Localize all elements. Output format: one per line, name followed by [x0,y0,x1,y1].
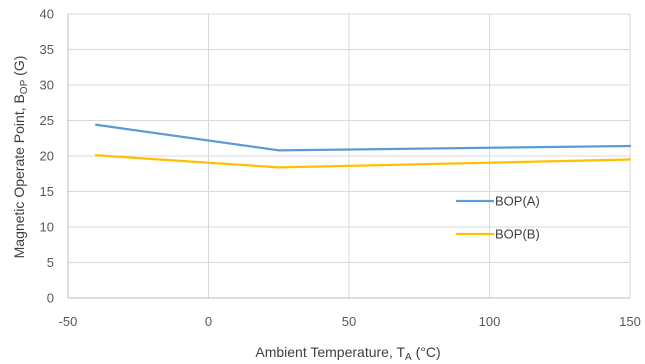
y-tick-label: 25 [40,113,54,128]
y-tick-label: 5 [47,255,54,270]
y-tick-label: 20 [40,149,54,164]
y-tick-label: 35 [40,42,54,57]
series-lines [94,123,632,169]
y-tick-label: 10 [40,220,54,235]
x-tick-label: 50 [342,314,356,329]
gridlines [68,13,631,298]
legend-label: BOP(A) [495,194,540,209]
legend-label: BOP(B) [495,227,540,242]
x-tick-label: 0 [205,314,212,329]
y-tick-label: 15 [40,184,54,199]
x-axis-title: Ambient Temperature, TA (°C) [255,344,440,363]
x-tick-label: -50 [59,314,78,329]
legend: BOP(A) BOP(B) [456,194,540,242]
axes [67,14,630,299]
series-line-1 [94,123,632,152]
x-tick-label: 100 [479,314,501,329]
y-tick-label: 40 [40,7,54,22]
series-line-2 [94,154,632,169]
y-tick-label: 0 [47,291,54,306]
y-axis-title: Magnetic Operate Point, BOP (G) [11,56,30,259]
tick-labels: 0 5 10 15 20 25 30 35 40 -50 0 50 100 150 [40,7,641,330]
x-tick-label: 150 [619,314,641,329]
y-tick-label: 30 [40,78,54,93]
